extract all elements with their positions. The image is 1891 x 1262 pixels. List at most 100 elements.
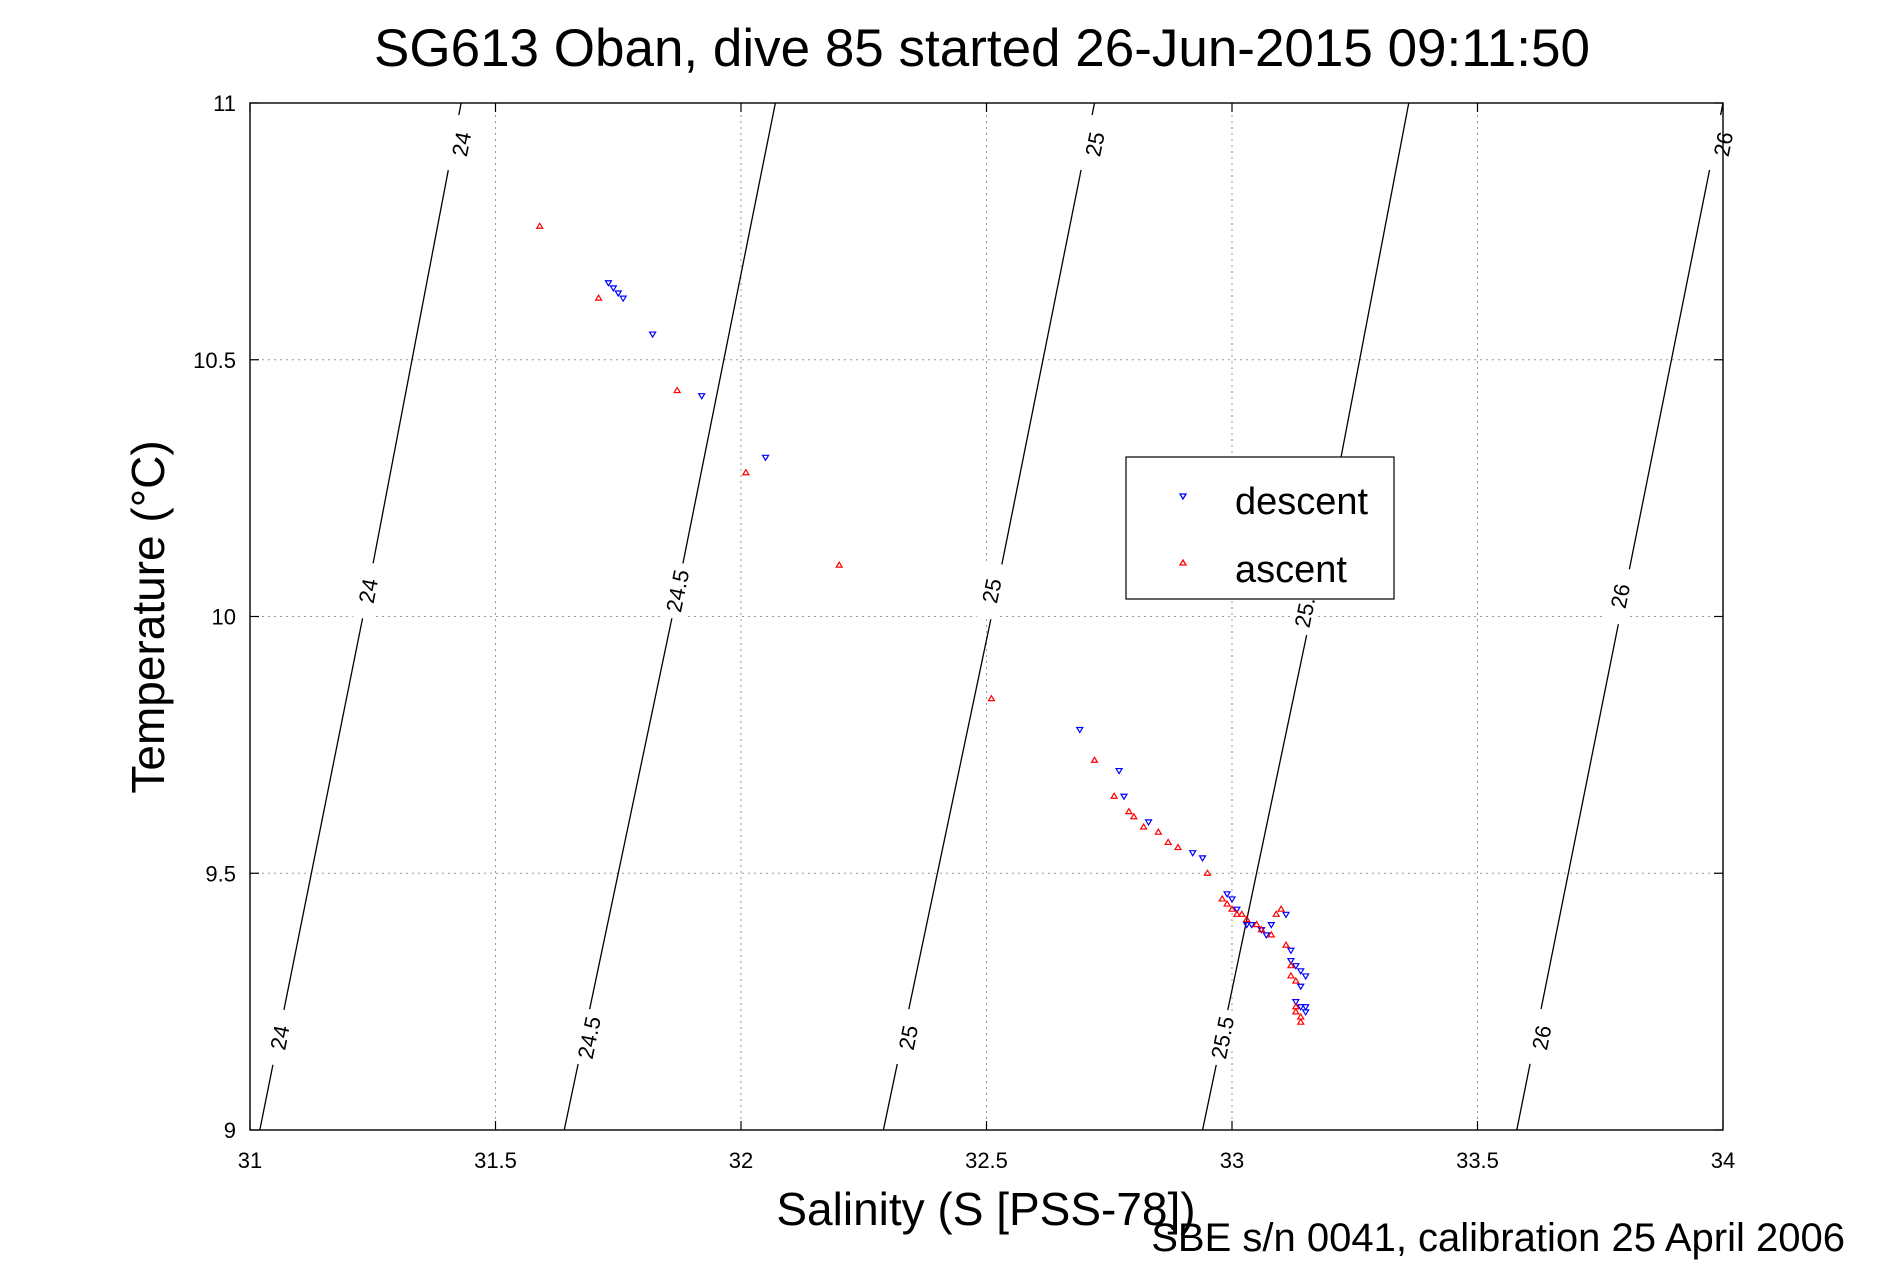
data-point-ascent [1218,894,1227,902]
contour-label-text: 24 [354,577,383,606]
data-point-descent [1267,921,1276,929]
data-point-descent [1075,726,1084,734]
y-tick-label: 10 [212,605,236,630]
contour-label-text: 26 [1527,1023,1556,1052]
data-point-descent [604,280,613,287]
x-tick-label: 33 [1220,1148,1244,1173]
data-point-descent [648,331,657,339]
data-point-ascent [535,222,544,229]
data-point-descent [1223,891,1232,898]
contour-label-25: 25 [890,1007,926,1068]
legend-marker-ascent [1178,558,1188,566]
data-points [535,222,1310,1025]
data-point-ascent [1203,869,1212,876]
data-point-descent [1286,947,1295,955]
footnote: SBE s/n 0041, calibration 25 April 2006 [1151,1216,1845,1260]
data-point-descent [1115,767,1124,775]
contour-label-text: 24 [447,130,476,159]
contour-label-bg [443,114,479,174]
contour-label-bg [350,561,386,621]
contour-label-text: 26 [1606,582,1635,611]
data-point-ascent [1139,822,1148,830]
x-tick-label: 34 [1711,1148,1735,1173]
data-point-descent [697,393,706,400]
contour-label-bg [1204,1007,1240,1068]
contour-label-bg [262,1007,297,1068]
data-point-ascent [741,468,750,476]
contour-label-24: 24 [443,114,479,174]
contour-label-26: 26 [1602,566,1638,626]
data-point-ascent [1291,976,1300,984]
data-point-descent [1291,963,1300,970]
data-point-descent [1227,896,1237,904]
contour-label-text: 25 [1080,130,1109,159]
y-tick-label: 9 [224,1118,236,1143]
data-point-ascent [1164,838,1173,846]
x-tick-label: 31 [238,1148,262,1173]
data-point-ascent [1154,828,1163,835]
contour-label-25: 25 [1077,114,1112,174]
data-point-ascent [1110,792,1119,799]
contour-label-bg [974,560,1009,621]
data-point-ascent [1232,910,1241,917]
x-tick-label: 33.5 [1456,1148,1499,1173]
chart-title: SG613 Oban, dive 85 started 26-Jun-2015 … [374,19,1590,78]
data-point-ascent [1257,925,1266,933]
legend-marker-descent [1178,493,1188,501]
contour-label-text: 25 [977,576,1006,605]
contour-label-bg [571,1007,607,1068]
x-tick-label: 32 [729,1148,753,1173]
legend: descent ascent [1125,456,1395,600]
contour-label-bg [1602,566,1638,626]
contour-label-26: 26 [1524,1007,1559,1068]
data-point-ascent [673,386,682,394]
data-point-ascent [1286,961,1295,969]
data-point-descent [609,285,618,293]
y-tick-label: 10.5 [193,348,236,373]
contour-label-bg [1077,114,1112,174]
axis-ticks: 31 31.5 32 32.5 33 33.5 34 9 9.5 10 10.5 11 [193,91,1735,1173]
data-point-descent [1262,932,1271,940]
data-point-descent [1301,1004,1310,1011]
data-point-descent [1232,906,1241,914]
contour-label-bg [659,560,695,621]
data-point-descent [1296,1004,1305,1011]
data-point-descent [1281,911,1291,919]
data-point-descent [1247,921,1256,929]
contour-label-24: 24 [262,1007,297,1068]
y-tick-label: 9.5 [205,861,236,886]
contour-label-24: 24 [350,561,386,621]
data-point-ascent [1286,971,1295,979]
data-point-ascent [1237,910,1246,917]
data-point-descent [761,454,770,462]
legend-box [1125,456,1395,600]
x-tick-label: 31.5 [474,1148,517,1173]
data-point-ascent [1223,899,1232,907]
contour-label-bg [890,1007,926,1068]
contour-label-25: 25 [974,560,1009,621]
data-point-ascent [1242,915,1251,923]
data-point-ascent [1272,910,1281,917]
data-point-ascent [594,293,603,301]
data-point-ascent [1227,905,1237,912]
data-point-descent [1198,855,1207,863]
data-point-descent [1144,819,1153,827]
data-point-ascent [1124,807,1133,815]
contour-label-bg [1524,1007,1559,1068]
data-point-ascent [1090,756,1099,763]
data-point-descent [1188,850,1197,857]
data-point-ascent [835,560,844,568]
data-point-ascent [1173,843,1183,851]
data-point-descent [1119,793,1129,801]
data-point-ascent [1267,930,1276,938]
y-axis-label: Temperature (°C) [122,440,174,793]
data-point-descent [614,290,623,298]
data-point-descent [1242,921,1251,929]
data-point-descent [1296,968,1305,975]
data-point-descent [1301,973,1310,981]
data-point-ascent [987,694,996,702]
y-tick-label: 11 [213,91,236,116]
data-point-descent [1296,983,1305,991]
